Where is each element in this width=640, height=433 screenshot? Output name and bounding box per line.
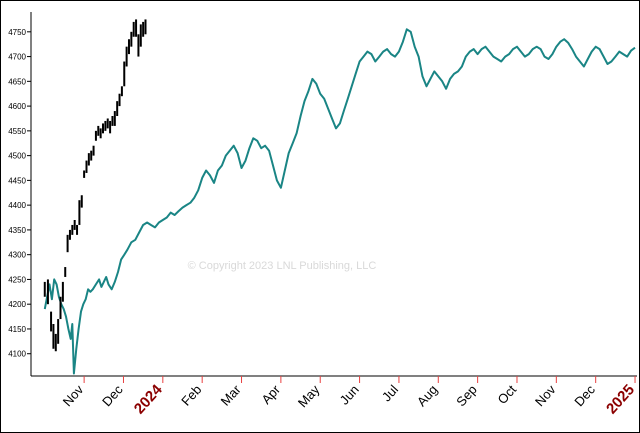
y-tick-label: 4100 (8, 350, 26, 359)
x-tick-label: Jul (379, 382, 401, 404)
y-tick-label: 4550 (8, 127, 26, 136)
x-tick-label: Jun (337, 382, 362, 408)
projection-line (43, 28, 636, 375)
x-tick-label: Dec (571, 382, 598, 410)
y-tick-label: 4150 (8, 325, 26, 334)
y-tick-label: 4600 (8, 102, 26, 111)
projection-series (43, 28, 636, 375)
x-tick-label: Aug (414, 382, 441, 409)
price-series (43, 19, 147, 352)
y-tick-label: 4450 (8, 176, 26, 185)
x-axis: Nov Dec 2024 Feb Mar Apr May Jun Jul Aug Sep Oct Nov… (31, 375, 638, 418)
y-tick-label: 4300 (8, 251, 26, 260)
y-axis: 4100 4150 4200 4250 4300 4350 4400 4450 4500 4550… (8, 12, 32, 376)
y-tick-label: 4400 (8, 201, 26, 210)
watermark: © Copyright 2023 LNL Publishing, LLC (188, 260, 377, 272)
x-tick-label-year: 2025 (603, 381, 638, 417)
y-tick-label: 4250 (8, 275, 26, 284)
y-tick-label: 4200 (8, 300, 26, 309)
x-tick-label: Feb (178, 382, 204, 409)
y-tick-label: 4650 (8, 77, 26, 86)
x-tick-label: Nov (532, 382, 559, 410)
x-tick-label-year: 2024 (131, 381, 166, 418)
x-tick-label: Sep (453, 382, 480, 409)
x-tick-label: Oct (495, 382, 520, 407)
x-tick-label: Nov (60, 382, 87, 410)
x-tick-label: May (295, 382, 323, 411)
y-tick-label: 4750 (8, 28, 26, 37)
y-tick-label: 4500 (8, 152, 26, 161)
x-tick-label: Apr (258, 381, 283, 407)
y-tick-label: 4350 (8, 226, 26, 235)
x-tick-label: Mar (218, 381, 245, 408)
x-tick-label: Dec (99, 382, 126, 410)
y-tick-label: 4700 (8, 53, 26, 62)
